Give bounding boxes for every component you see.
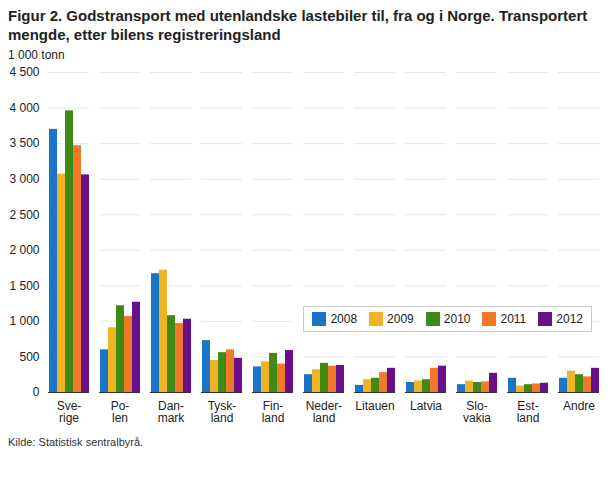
svg-text:Fin-land: Fin-land [262,399,285,425]
svg-text:Tysk-land: Tysk-land [208,399,237,425]
svg-text:0: 0 [33,385,40,399]
svg-text:Po-len: Po-len [111,399,130,425]
html-text:Figur 2. Godstransport med ute: Figur 2. Godstransport med utenlandske l… [8,7,588,43]
svg-text:Sve-rige: Sve-rige [57,399,82,425]
svg-text:4 000: 4 000 [9,101,39,115]
svg-text:Dan-mark: Dan-mark [158,399,186,425]
svg-text:2 000: 2 000 [9,243,39,257]
svg-text:Est-land: Est-land [517,399,540,425]
svg-text:Andre: Andre [563,399,595,413]
svg-text:1 000: 1 000 [9,314,39,328]
svg-text:Latvia: Latvia [410,399,442,413]
html-text:2011: 2011 [500,312,527,326]
svg-text:Litauen: Litauen [355,399,394,413]
html-text:2010: 2010 [443,312,471,326]
html-text:2008: 2008 [330,312,358,326]
svg-text:Slo-vakia: Slo-vakia [463,399,491,425]
svg-text:4 500: 4 500 [9,65,39,79]
html-text:2009: 2009 [387,312,414,326]
svg-text:1 500: 1 500 [9,279,39,293]
html-text:Kilde: Statistisk sentralbyrå.: Kilde: Statistisk sentralbyrå. [8,436,144,448]
html-text:2012: 2012 [556,312,583,326]
svg-text:2 500: 2 500 [9,208,39,222]
html-text:1 000 tonn: 1 000 tonn [8,48,65,62]
svg-text:Neder-land: Neder-land [306,399,343,425]
svg-text:500: 500 [19,350,39,364]
svg-text:3 500: 3 500 [9,136,39,150]
svg-text:3 000: 3 000 [9,172,39,186]
